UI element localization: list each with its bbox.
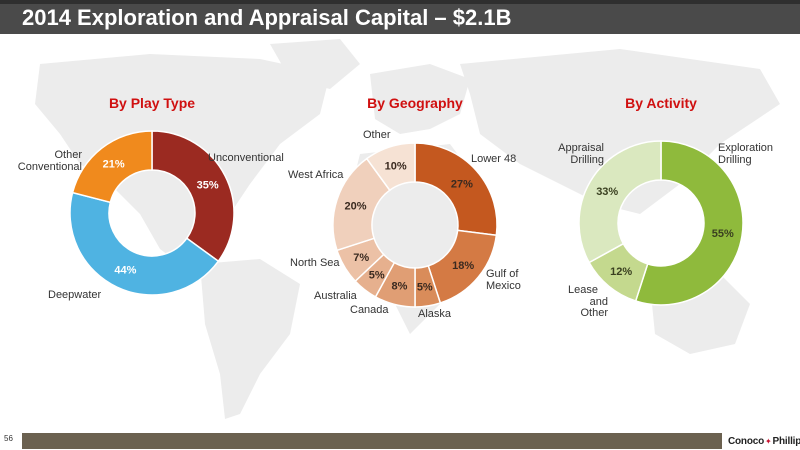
value-label-north-sea: 7% [353,252,369,264]
donut-play-type: 35% 44% 21% [69,130,235,296]
value-label-appraisal-drilling: 33% [596,186,618,198]
chart-by-geography: By Geography 27%18%5%8%5%7%20%10% Lower … [288,95,521,320]
slice-other-conventional [71,130,153,204]
label-gulf-of-mexico-line2: Mexico [486,280,521,292]
label-north-sea: North Sea [290,257,340,269]
label-canada: Canada [350,304,389,316]
label-exploration-drilling-line2: Drilling [718,154,752,166]
label-appraisal-drilling-line2: Drilling [570,154,604,166]
value-label-exploration-drilling: 55% [712,228,734,240]
value-label-lease-and-other: 12% [610,266,632,278]
label-other-conventional-line1: Other [54,149,82,161]
label-exploration-drilling-line1: Exploration [718,142,773,154]
donut-activity: 55% 12% 33% [578,140,744,306]
footer-bar [22,433,722,449]
label-west-africa: West Africa [288,169,344,181]
label-lease-and-other-line2: and [590,296,608,308]
value-label-deepwater: 44% [114,265,136,277]
donut-geography: 27%18%5%8%5%7%20%10% [332,142,498,308]
chart-by-play-type: By Play Type 35% 44% 21% Unconventional De… [18,95,284,301]
label-appraisal-drilling-line1: Appraisal [558,142,604,154]
chart-title-activity: By Activity [625,95,697,111]
value-label-lower-48: 27% [451,179,473,191]
value-label-other: 10% [385,161,407,173]
label-deepwater: Deepwater [48,289,102,301]
footer: 56 Conoco✦Phillips [0,432,800,450]
value-label-australia: 5% [369,269,385,281]
label-australia: Australia [314,290,358,302]
slice-lower-48 [414,142,498,237]
value-label-alaska: 5% [417,282,433,294]
chart-title-play-type: By Play Type [109,95,195,111]
value-label-unconventional: 35% [197,180,219,192]
label-lease-and-other-line3: Other [580,307,608,319]
slice-appraisal-drilling [578,140,662,264]
value-label-gulf-of-mexico: 18% [452,260,474,272]
logo-text: Conoco [728,435,765,447]
slice-exploration-drilling [634,140,744,306]
label-other-geography: Other [363,129,391,141]
value-label-other-conventional: 21% [103,159,125,171]
map-europe [370,64,470,134]
value-label-west-africa: 20% [345,201,367,213]
chart-title-geography: By Geography [367,95,463,111]
map-asia [460,49,780,214]
title-accent [0,0,800,4]
label-other-conventional-line2: Conventional [18,161,82,173]
label-alaska: Alaska [418,308,452,320]
slice-unconventional [151,130,235,263]
chart-by-activity: By Activity 55% 12% 33% Exploration Drilli… [558,95,773,319]
map-south-america [200,259,300,419]
logo-text-2: Phillips [772,435,800,447]
label-lease-and-other-line1: Lease [568,284,598,296]
company-logo: Conoco✦Phillips [728,432,800,450]
title-bar: 2014 Exploration and Appraisal Capital –… [0,0,800,34]
logo-mark-icon: ✦ [765,436,772,446]
slice-deepwater [69,191,220,296]
page-title: 2014 Exploration and Appraisal Capital –… [22,5,512,30]
label-unconventional: Unconventional [208,152,284,164]
value-label-canada: 8% [392,281,408,293]
label-lower-48: Lower 48 [471,153,516,165]
slice-other [365,142,416,192]
label-gulf-of-mexico-line1: Gulf of [486,268,519,280]
page-number: 56 [4,434,13,443]
map-greenland [270,39,360,89]
